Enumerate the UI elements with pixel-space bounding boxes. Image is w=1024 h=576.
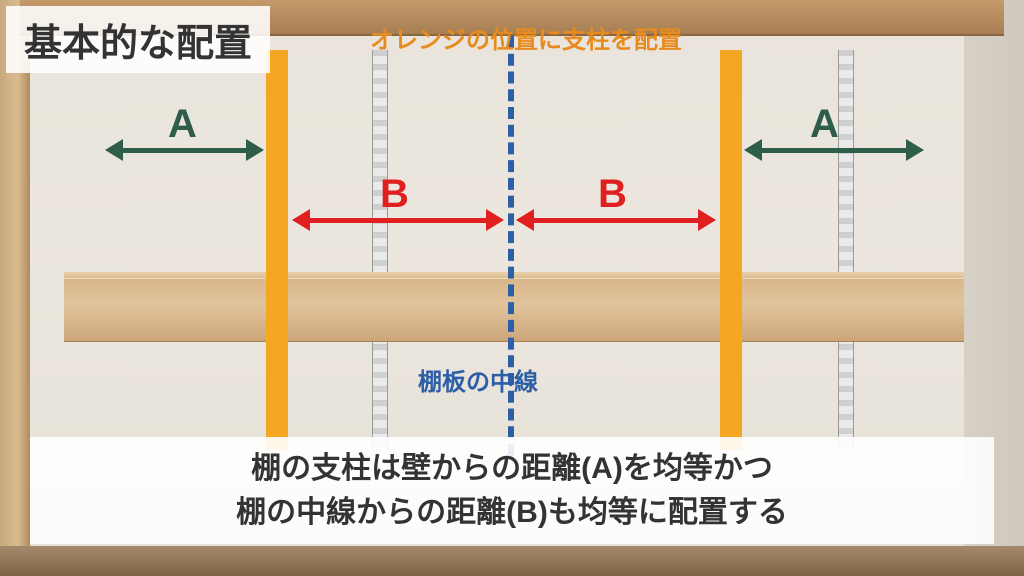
arrow-label-a: A <box>810 102 839 147</box>
metal-rail-left <box>372 50 388 450</box>
caption-box: 棚の支柱は壁からの距離(A)を均等かつ 棚の中線からの距離(B)も均等に配置する <box>30 437 994 544</box>
arrow-label-a: A <box>168 102 197 147</box>
diagram-stage: A A B B 基本的な配置 オレンジの位置に支柱を配置 棚板の中線 棚の支柱は壁から… <box>0 0 1024 576</box>
subtitle-text: オレンジの位置に支柱を配置 <box>370 20 682 55</box>
pillar-marker-right <box>720 50 742 450</box>
left-door-frame <box>0 0 30 576</box>
arrow-label-b: B <box>380 172 409 217</box>
floor <box>0 546 1024 576</box>
title-text: 基本的な配置 <box>24 23 252 65</box>
arrow-label-b: B <box>598 172 627 217</box>
midline-label: 棚板の中線 <box>418 362 538 397</box>
pillar-marker-left <box>266 50 288 450</box>
metal-rail-right <box>838 50 854 450</box>
shelf-board <box>64 278 964 342</box>
title-box: 基本的な配置 <box>6 6 270 73</box>
caption-line2: 棚の中線からの距離(B)も均等に配置する <box>44 491 980 535</box>
caption-line1: 棚の支柱は壁からの距離(A)を均等かつ <box>44 447 980 491</box>
